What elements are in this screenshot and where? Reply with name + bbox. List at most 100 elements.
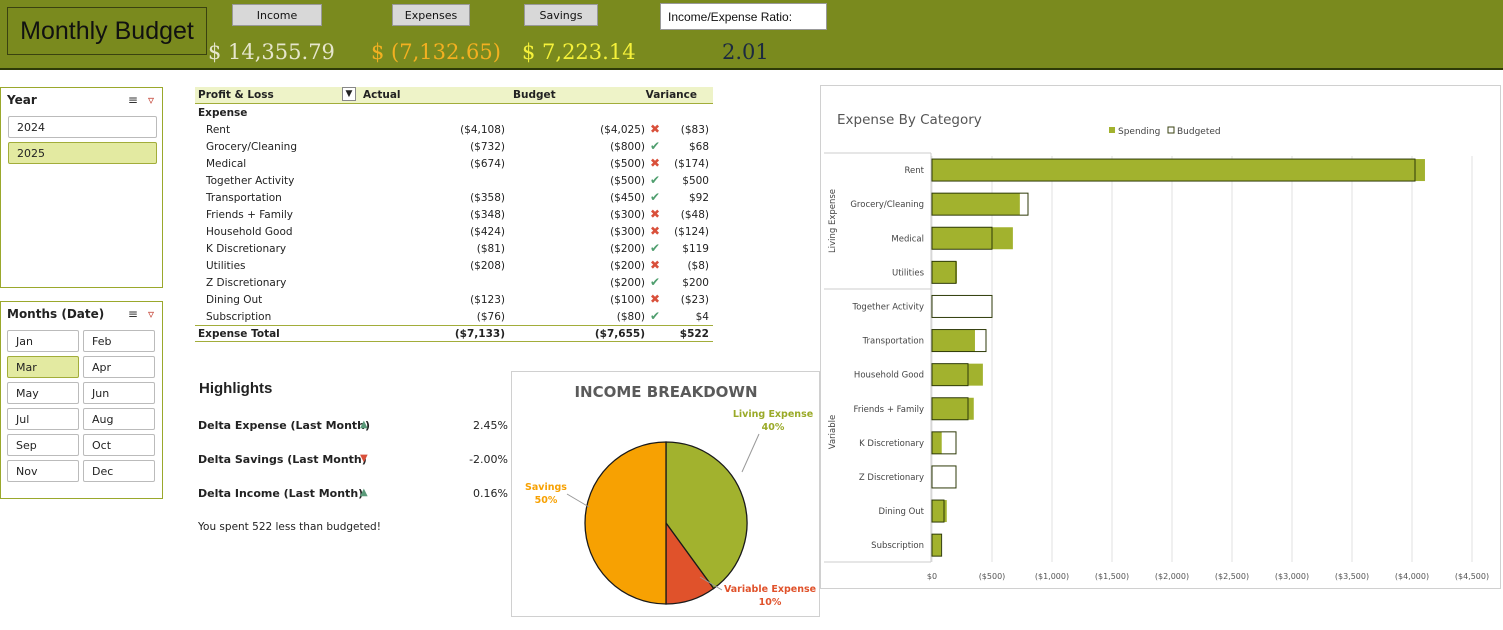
bar-budgeted-subscription[interactable] bbox=[931, 533, 943, 557]
row-actual: ($358) bbox=[470, 192, 505, 204]
bar-spending-k-discretionary[interactable] bbox=[932, 431, 942, 454]
bar-budgeted-k-discretionary[interactable] bbox=[931, 431, 957, 455]
row-variance: ($83) bbox=[680, 124, 709, 136]
row-category: Rent bbox=[206, 124, 231, 136]
row-variance: $500 bbox=[682, 175, 709, 187]
table-row: Together Activity ($500) $500 ✔ bbox=[195, 173, 713, 190]
bar-chart-svg: Expense By Category Spending Budgeted $0 ($5… bbox=[824, 112, 1489, 581]
highlight-label: Delta Savings (Last Month) bbox=[198, 453, 367, 466]
clear-filter-icon[interactable]: ▿ bbox=[147, 93, 154, 107]
bar-spending-transportation[interactable] bbox=[932, 329, 975, 352]
month-item-feb[interactable]: Feb bbox=[83, 330, 155, 352]
bar-budgeted-z-discretionary[interactable] bbox=[931, 465, 957, 489]
over-budget-x-icon: ✖ bbox=[650, 122, 661, 136]
month-item-jun[interactable]: Jun bbox=[83, 382, 155, 404]
x-tick-label: ($4,500) bbox=[1455, 572, 1489, 581]
bar-spending-grocery-cleaning[interactable] bbox=[932, 193, 1020, 216]
bar-spending-household-good[interactable] bbox=[932, 363, 983, 386]
row-budget: ($450) bbox=[610, 192, 645, 204]
multi-select-icon[interactable]: ≡ bbox=[127, 93, 138, 107]
highlight-label: Delta Expense (Last Month) bbox=[198, 419, 371, 432]
bar-budgeted-friends-family[interactable] bbox=[931, 397, 969, 421]
pie-label: Savings bbox=[525, 482, 567, 493]
bar-spending-dining-out[interactable] bbox=[932, 500, 947, 523]
expenses-button[interactable]: Expenses bbox=[392, 4, 470, 26]
month-item-sep[interactable]: Sep bbox=[7, 434, 79, 456]
income-button[interactable]: Income bbox=[232, 4, 322, 26]
category-label: Transportation bbox=[862, 337, 924, 347]
month-item-may[interactable]: May bbox=[7, 382, 79, 404]
row-variance: ($48) bbox=[680, 209, 709, 221]
bar-budgeted-rent[interactable] bbox=[931, 158, 1416, 182]
row-category: Transportation bbox=[206, 192, 282, 204]
category-label: Utilities bbox=[892, 268, 925, 278]
bar-spending-rent[interactable] bbox=[932, 159, 1425, 182]
row-category: Subscription bbox=[206, 311, 272, 323]
bar-spending-friends-family[interactable] bbox=[932, 397, 974, 420]
over-budget-x-icon: ✖ bbox=[650, 224, 661, 238]
clear-filter-icon[interactable]: ▿ bbox=[147, 307, 154, 321]
multi-select-icon[interactable]: ≡ bbox=[127, 307, 138, 321]
pie-slice-living-expense[interactable] bbox=[665, 441, 748, 590]
bar-chart-title: Expense By Category bbox=[837, 112, 982, 128]
highlights-title: Highlights bbox=[199, 380, 273, 397]
row-budget: ($100) bbox=[610, 294, 645, 306]
filter-dropdown-icon[interactable]: ▼ bbox=[342, 87, 356, 101]
bar-budgeted-medical[interactable] bbox=[931, 226, 993, 250]
category-label: Rent bbox=[905, 166, 925, 176]
year-slicer-title: Year bbox=[7, 93, 37, 107]
pie-percent-label: 40% bbox=[762, 422, 785, 433]
month-item-jul[interactable]: Jul bbox=[7, 408, 79, 430]
year-item-2025[interactable]: 2025 bbox=[8, 142, 157, 164]
highlight-value: -2.00% bbox=[469, 453, 508, 466]
month-item-dec[interactable]: Dec bbox=[83, 460, 155, 482]
bar-budgeted-transportation[interactable] bbox=[931, 329, 987, 353]
row-actual: ($4,108) bbox=[460, 124, 505, 136]
trend-up-icon: ▲ bbox=[360, 487, 368, 498]
legend-label-spending: Spending bbox=[1118, 127, 1160, 137]
month-item-aug[interactable]: Aug bbox=[83, 408, 155, 430]
bar-budgeted-utilities[interactable] bbox=[931, 260, 957, 284]
row-actual: ($208) bbox=[470, 260, 505, 272]
month-item-apr[interactable]: Apr bbox=[83, 356, 155, 378]
bar-spending-utilities[interactable] bbox=[932, 261, 957, 284]
pie-slice-savings[interactable] bbox=[584, 441, 667, 605]
year-item-2024[interactable]: 2024 bbox=[8, 116, 157, 138]
row-actual: ($81) bbox=[476, 243, 505, 255]
category-label: Together Activity bbox=[851, 302, 924, 312]
bar-budgeted-together-activity[interactable] bbox=[931, 294, 993, 318]
row-actual: ($123) bbox=[470, 294, 505, 306]
income-total: $ 14,355.79 bbox=[208, 40, 335, 64]
expense-by-category-chart[interactable]: Expense By Category Spending Budgeted $0 ($5… bbox=[820, 85, 1501, 589]
dashboard-title-box: Monthly Budget bbox=[7, 7, 207, 55]
bar-budgeted-dining-out[interactable] bbox=[931, 499, 945, 523]
row-budget: ($300) bbox=[610, 226, 645, 238]
month-item-mar[interactable]: Mar bbox=[7, 356, 79, 378]
bar-budgeted-grocery-cleaning[interactable] bbox=[931, 192, 1029, 216]
over-budget-x-icon: ✖ bbox=[650, 207, 661, 221]
savings-button[interactable]: Savings bbox=[524, 4, 598, 26]
row-budget: ($200) bbox=[610, 277, 645, 289]
month-item-oct[interactable]: Oct bbox=[83, 434, 155, 456]
month-item-jan[interactable]: Jan bbox=[7, 330, 79, 352]
bar-spending-medical[interactable] bbox=[932, 227, 1013, 250]
month-item-nov[interactable]: Nov bbox=[7, 460, 79, 482]
income-breakdown-chart[interactable]: INCOME BREAKDOWN Living Expense 40% Variabl… bbox=[511, 371, 820, 617]
category-label: Subscription bbox=[871, 541, 924, 551]
header-profit-loss: Profit & Loss bbox=[198, 89, 274, 101]
row-actual: ($348) bbox=[470, 209, 505, 221]
legend-swatch-budgeted bbox=[1167, 126, 1175, 134]
ratio-label: Income/Expense Ratio: bbox=[660, 3, 827, 30]
bar-spending-subscription[interactable] bbox=[932, 534, 942, 557]
row-budget: ($80) bbox=[616, 311, 645, 323]
category-label: Dining Out bbox=[878, 507, 924, 517]
group-label-variable: Variable bbox=[828, 415, 838, 449]
bar-budgeted-household-good[interactable] bbox=[931, 363, 969, 387]
group-label-living-expense: Living Expense bbox=[828, 189, 838, 253]
row-category: K Discretionary bbox=[206, 243, 287, 255]
x-tick-label: ($3,500) bbox=[1335, 572, 1369, 581]
header-variance: Variance bbox=[645, 89, 697, 101]
months-slicer-title: Months (Date) bbox=[7, 307, 105, 321]
category-label: Medical bbox=[891, 234, 924, 244]
pie-title: INCOME BREAKDOWN bbox=[574, 383, 757, 401]
